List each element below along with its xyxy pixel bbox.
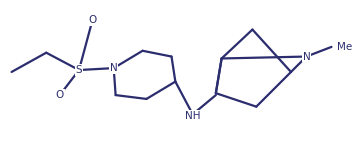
Text: S: S <box>76 65 82 75</box>
Text: Me: Me <box>337 42 352 52</box>
Text: N: N <box>110 63 118 73</box>
Text: O: O <box>88 15 97 25</box>
Text: NH: NH <box>185 111 200 121</box>
Text: O: O <box>56 90 64 100</box>
Text: N: N <box>302 52 310 61</box>
